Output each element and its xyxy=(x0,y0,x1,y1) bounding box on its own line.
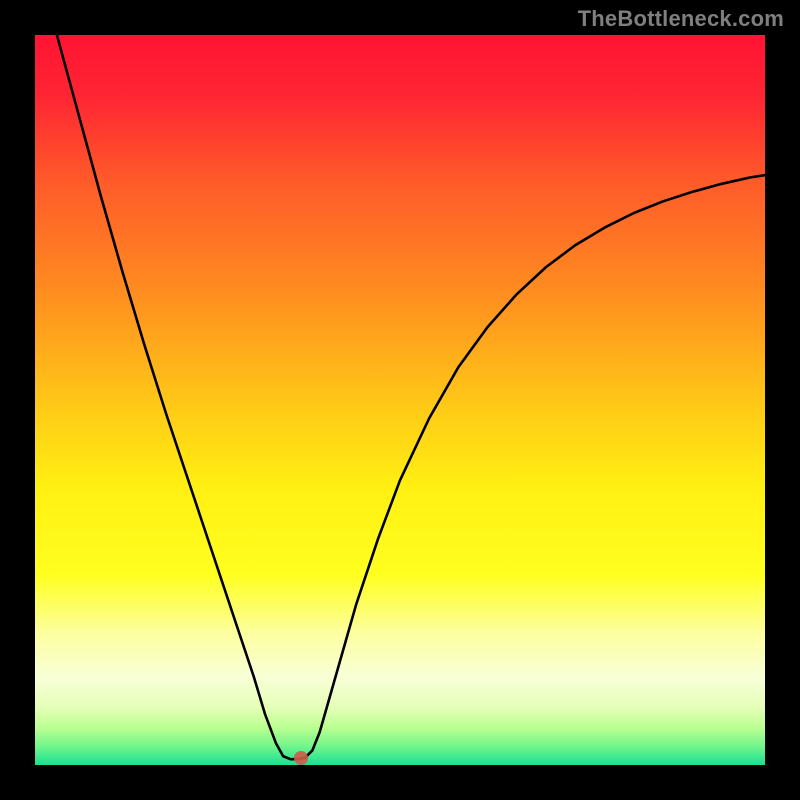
minimum-marker-icon xyxy=(294,751,308,765)
chart-container: TheBottleneck.com xyxy=(0,0,800,800)
watermark-text: TheBottleneck.com xyxy=(578,6,784,32)
curve-line xyxy=(57,35,765,759)
curve-svg xyxy=(35,35,765,765)
plot-area xyxy=(35,35,765,765)
